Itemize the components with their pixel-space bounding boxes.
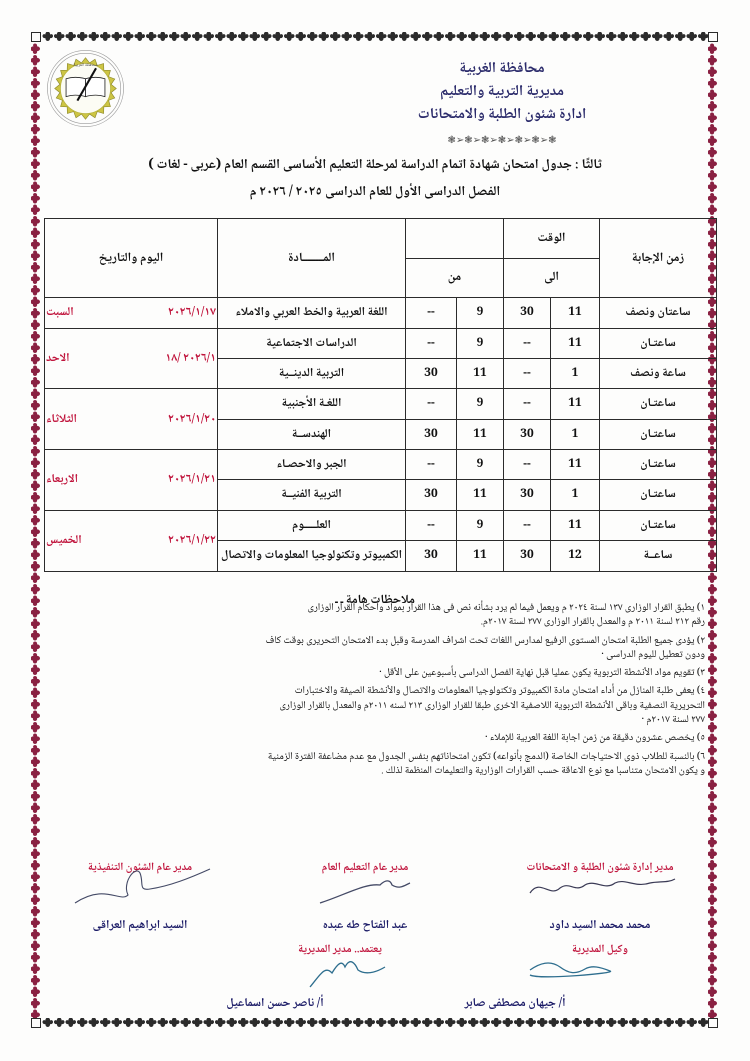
svg-text:محافظة الغربية: محافظة الغربية <box>73 61 97 69</box>
